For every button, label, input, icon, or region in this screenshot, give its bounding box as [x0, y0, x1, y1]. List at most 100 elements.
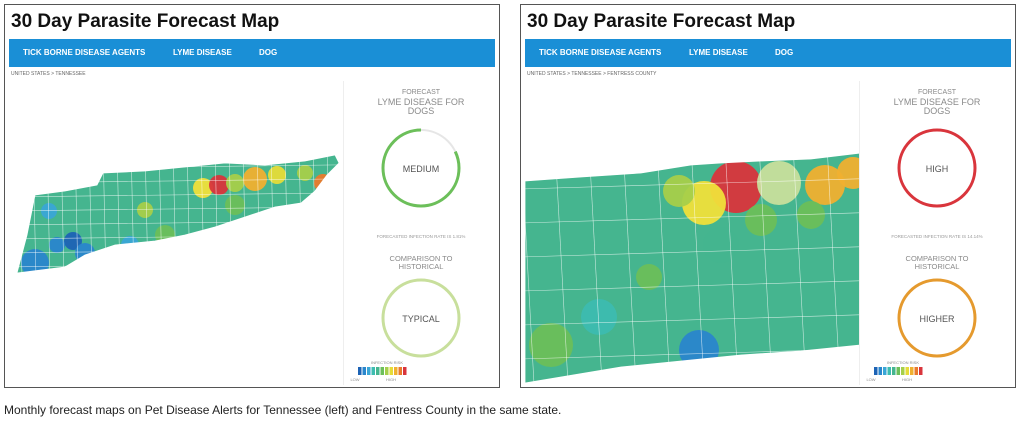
forecast-gauge: HIGH — [897, 128, 977, 208]
county — [745, 204, 777, 236]
county — [297, 165, 313, 181]
county-border — [525, 178, 859, 190]
county-border — [554, 153, 569, 383]
legend-low: LOW — [350, 377, 360, 382]
gauge-arc — [381, 128, 461, 208]
county — [97, 249, 113, 265]
legend-swatch — [919, 367, 923, 375]
forecast-panel: FORECAST LYME DISEASE FOR DOGS HIGH FORECAS… — [859, 81, 1014, 385]
county-border — [5, 333, 343, 337]
gauge-arc — [381, 278, 461, 358]
comparison-gauge: TYPICAL — [381, 278, 461, 358]
county — [663, 175, 695, 207]
county — [225, 195, 245, 215]
county-border — [525, 246, 859, 258]
legend-title: INFECTION RISK — [886, 360, 919, 365]
legend-swatch — [367, 367, 371, 375]
legend-swatch — [874, 367, 878, 375]
legend-swatch — [892, 367, 896, 375]
county-border — [622, 153, 637, 383]
county-border — [5, 305, 343, 309]
legend-swatch — [362, 367, 366, 375]
county — [805, 165, 845, 205]
nav-bar: TICK BORNE DISEASE AGENTS LYME DISEASE DOG — [525, 39, 1011, 67]
infection-rate: FORECASTED INFECTION RATE IS 14.14% — [891, 234, 983, 239]
gauge-arc — [897, 128, 977, 208]
county-border — [525, 314, 859, 326]
county — [581, 299, 617, 335]
legend-swatch — [883, 367, 887, 375]
county — [226, 174, 244, 192]
legend-scale — [874, 367, 923, 375]
infection-rate: FORECASTED INFECTION RATE IS 1.81% — [376, 234, 466, 239]
page-title: 30 Day Parasite Forecast Map — [527, 11, 796, 32]
nav-link[interactable]: TICK BORNE DISEASE AGENTS — [539, 48, 662, 57]
map-regions — [525, 153, 859, 383]
nav-link[interactable]: TICK BORNE DISEASE AGENTS — [23, 48, 146, 57]
county — [209, 175, 229, 195]
legend-swatch — [380, 367, 384, 375]
county-border — [5, 347, 343, 351]
county — [268, 166, 286, 184]
county-border — [525, 280, 859, 292]
legend-high: HIGH — [386, 377, 396, 382]
county — [703, 227, 739, 263]
legend-swatch — [887, 367, 891, 375]
legend-swatch — [896, 367, 900, 375]
county-border — [17, 192, 339, 198]
page-title: 30 Day Parasite Forecast Map — [11, 11, 280, 32]
legend-swatch — [403, 367, 407, 375]
legend-swatch — [901, 367, 905, 375]
legend-swatch — [394, 367, 398, 375]
county — [49, 237, 65, 253]
county-border — [17, 155, 339, 156]
forecast-label: FORECAST — [917, 89, 957, 96]
county — [679, 330, 719, 370]
county-border — [525, 382, 859, 383]
county — [757, 161, 801, 205]
map[interactable] — [521, 81, 859, 387]
nav-link[interactable]: LYME DISEASE — [173, 48, 232, 57]
county-border — [326, 155, 333, 273]
map[interactable] — [5, 81, 343, 387]
county — [155, 225, 175, 245]
comparison-heading: COMPARISON TO HISTORICAL — [905, 254, 969, 271]
county-border — [74, 155, 81, 273]
legend-swatch — [389, 367, 393, 375]
legend-swatch — [914, 367, 918, 375]
county — [137, 202, 153, 218]
county-border — [656, 153, 671, 383]
app-panel: 30 Day Parasite Forecast Map TICK BORNE D… — [520, 4, 1016, 388]
forecast-level: MEDIUM — [403, 164, 440, 174]
forecast-level: HIGH — [926, 164, 949, 174]
legend-swatch — [371, 367, 375, 375]
nav-link[interactable]: DOG — [259, 48, 278, 57]
comparison-heading: COMPARISON TO HISTORICAL — [389, 254, 453, 271]
legend-swatch — [910, 367, 914, 375]
caption: Monthly forecast maps on Pet Disease Ale… — [4, 403, 562, 417]
state-outline — [524, 152, 859, 384]
comparison-level: HIGHER — [919, 314, 955, 324]
forecast-gauge: MEDIUM — [381, 128, 461, 208]
legend-swatch — [398, 367, 402, 375]
legend-low: LOW — [866, 377, 876, 382]
forecast-heading: LYME DISEASE FOR DOGS — [893, 97, 981, 117]
legend-high: HIGH — [902, 377, 912, 382]
county-border — [724, 153, 739, 383]
breadcrumb[interactable]: UNITED STATES > TENNESSEE — [11, 71, 86, 77]
county-border — [525, 153, 535, 383]
county — [21, 249, 49, 273]
breadcrumb[interactable]: UNITED STATES > TENNESSEE > FENTRESS COU… — [527, 71, 657, 77]
forecast-panel: FORECAST LYME DISEASE FOR DOGS MEDIUM FOREC… — [343, 81, 498, 385]
nav-link[interactable]: DOG — [775, 48, 794, 57]
comparison-level: TYPICAL — [402, 314, 440, 324]
nav-link[interactable]: LYME DISEASE — [689, 48, 748, 57]
legend-title: INFECTION RISK — [370, 360, 403, 365]
county-border — [5, 319, 343, 323]
county-border — [5, 361, 343, 365]
legend-scale — [358, 367, 407, 375]
county-border — [5, 145, 11, 387]
county — [636, 264, 662, 290]
forecast-label: FORECAST — [401, 89, 441, 96]
